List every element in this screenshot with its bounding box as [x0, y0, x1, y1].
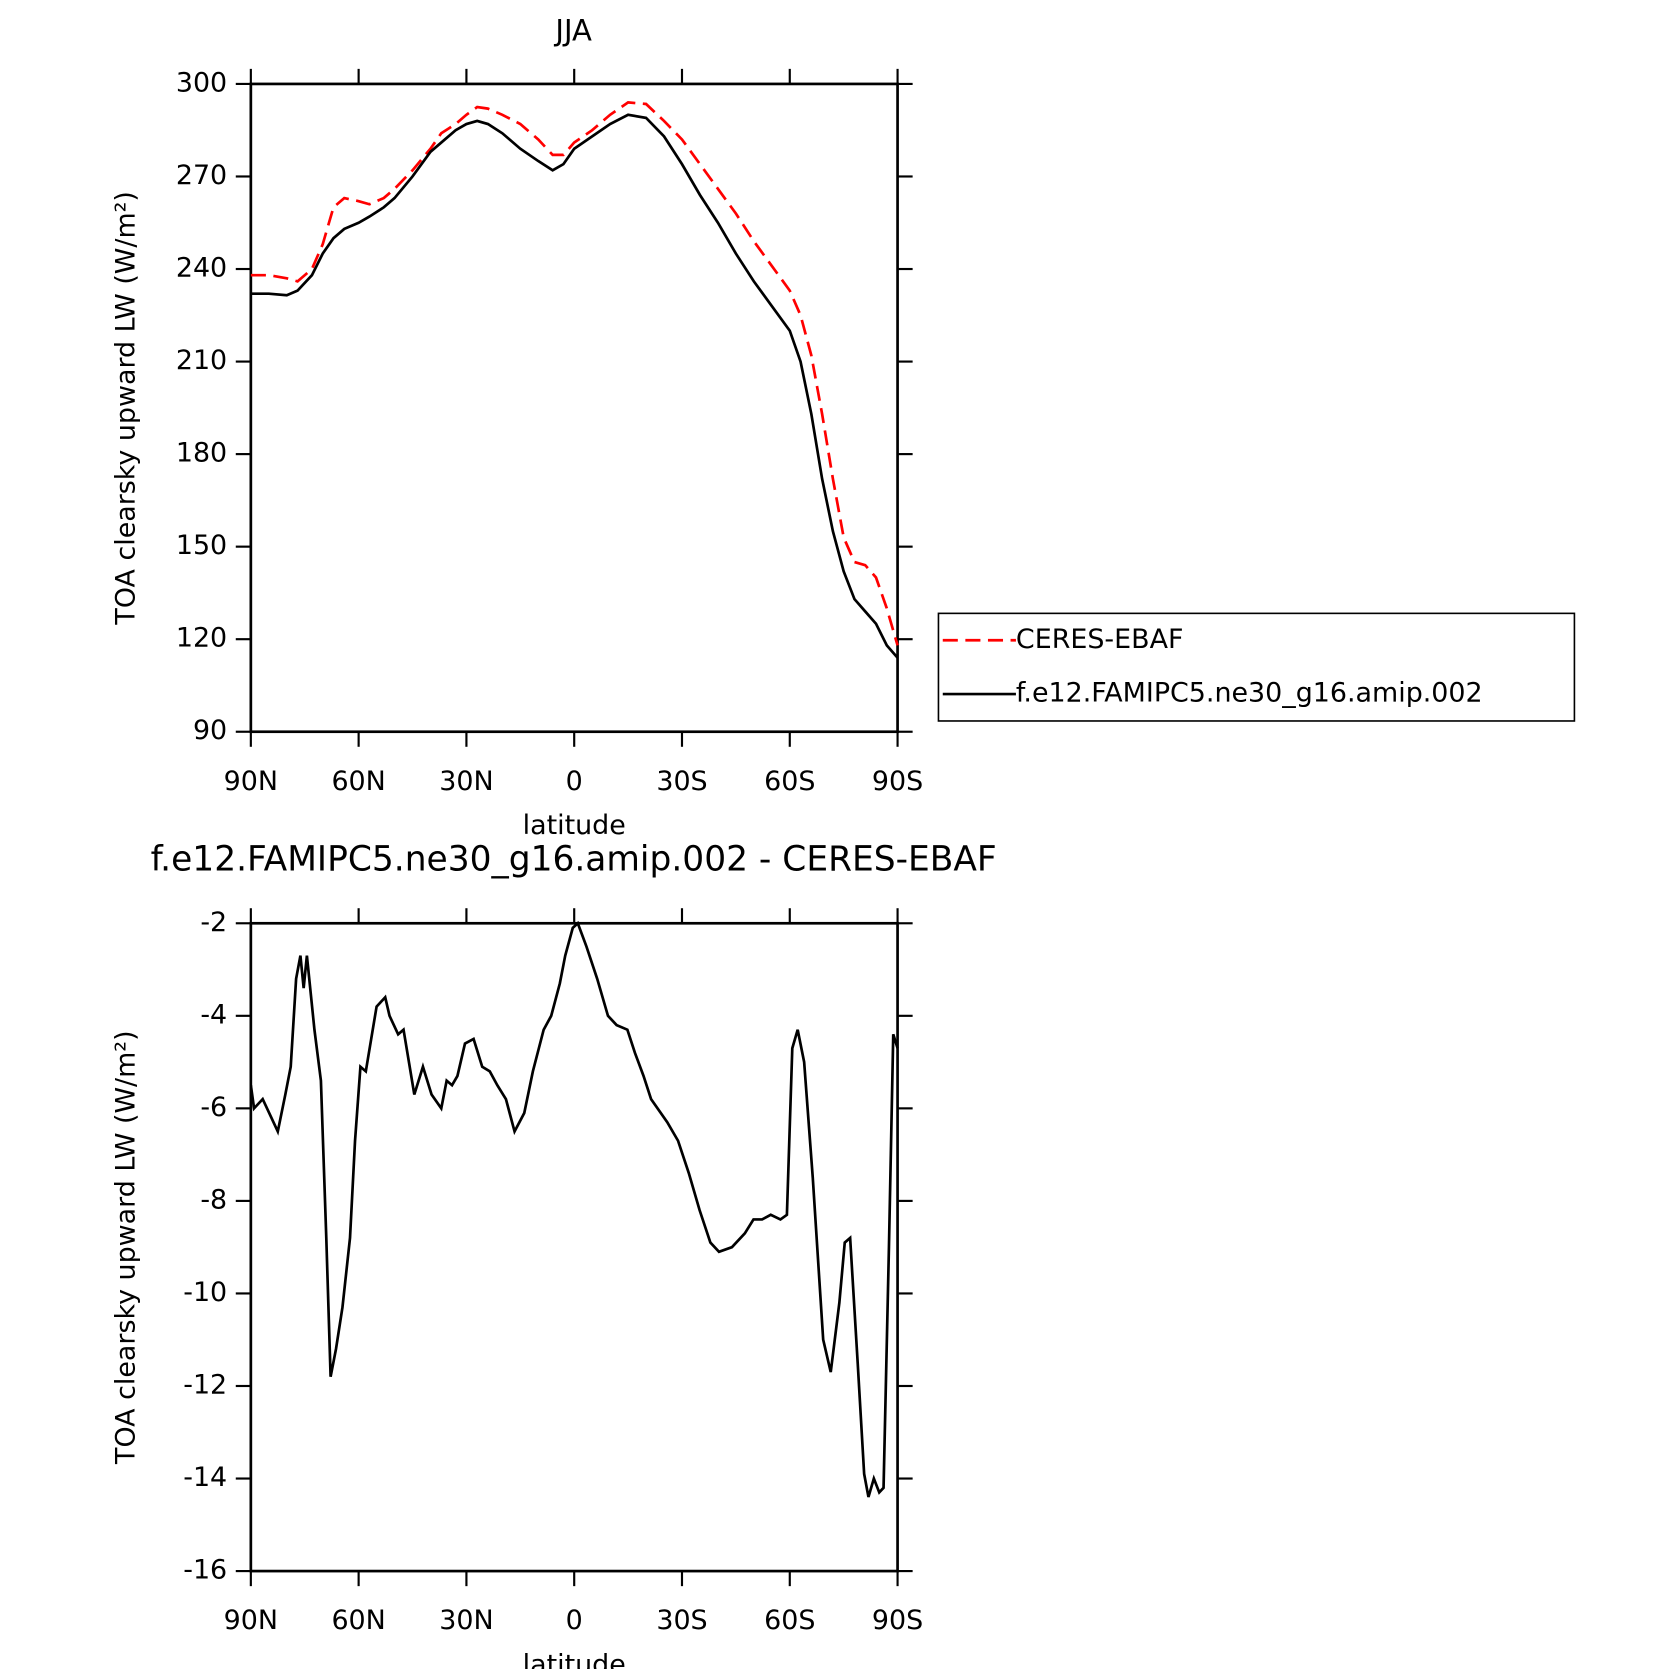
x-tick-label: 30S — [656, 1605, 707, 1636]
x-tick-label: 90N — [224, 766, 278, 797]
y-tick-label: -4 — [200, 999, 227, 1030]
y-tick-label: 270 — [176, 160, 227, 191]
x-tick-label: 30S — [656, 766, 707, 797]
y-tick-label: 90 — [193, 715, 227, 746]
x-tick-label: 0 — [566, 1605, 583, 1636]
y-tick-label: 300 — [176, 67, 227, 98]
x-tick-label: 60N — [331, 766, 385, 797]
y-tick-label: 150 — [176, 530, 227, 561]
y-axis-label: TOA clearsky upward LW (W/m²) — [111, 1030, 142, 1465]
y-tick-label: -2 — [200, 907, 227, 938]
y-tick-label: 180 — [176, 438, 227, 469]
data-line — [250, 113, 899, 659]
y-axis-label: TOA clearsky upward LW (W/m²) — [111, 191, 142, 626]
x-axis-label: latitude — [523, 810, 626, 841]
x-tick-label: 60S — [764, 1605, 815, 1636]
x-tick-label: 60S — [764, 766, 815, 797]
chart-title: f.e12.FAMIPC5.ne30_g16.amip.002 - CERES-… — [151, 839, 997, 879]
y-tick-label: -12 — [183, 1369, 227, 1400]
y-tick-label: -16 — [183, 1555, 227, 1586]
x-tick-label: 60N — [331, 1605, 385, 1636]
x-axis-label: latitude — [523, 1649, 626, 1669]
y-tick-label: 240 — [176, 253, 227, 284]
x-tick-label: 0 — [566, 766, 583, 797]
data-line — [250, 101, 899, 646]
legend-label: f.e12.FAMIPC5.ne30_g16.amip.002 — [1016, 678, 1483, 709]
x-tick-label: 30N — [439, 766, 493, 797]
y-tick-label: 210 — [176, 345, 227, 376]
y-tick-label: -6 — [200, 1092, 227, 1123]
legend-box — [937, 612, 1576, 722]
x-tick-label: 90N — [224, 1605, 278, 1636]
legend-label: CERES-EBAF — [1016, 624, 1184, 655]
x-tick-label: 30N — [439, 1605, 493, 1636]
y-tick-label: -14 — [183, 1462, 227, 1493]
x-tick-label: 90S — [872, 1605, 923, 1636]
x-tick-label: 90S — [872, 766, 923, 797]
y-tick-label: -10 — [183, 1277, 227, 1308]
y-tick-label: 120 — [176, 623, 227, 654]
data-line — [249, 920, 899, 1498]
y-tick-label: -8 — [200, 1184, 227, 1215]
chart-title: JJA — [553, 13, 592, 47]
plot-frame — [249, 82, 899, 734]
